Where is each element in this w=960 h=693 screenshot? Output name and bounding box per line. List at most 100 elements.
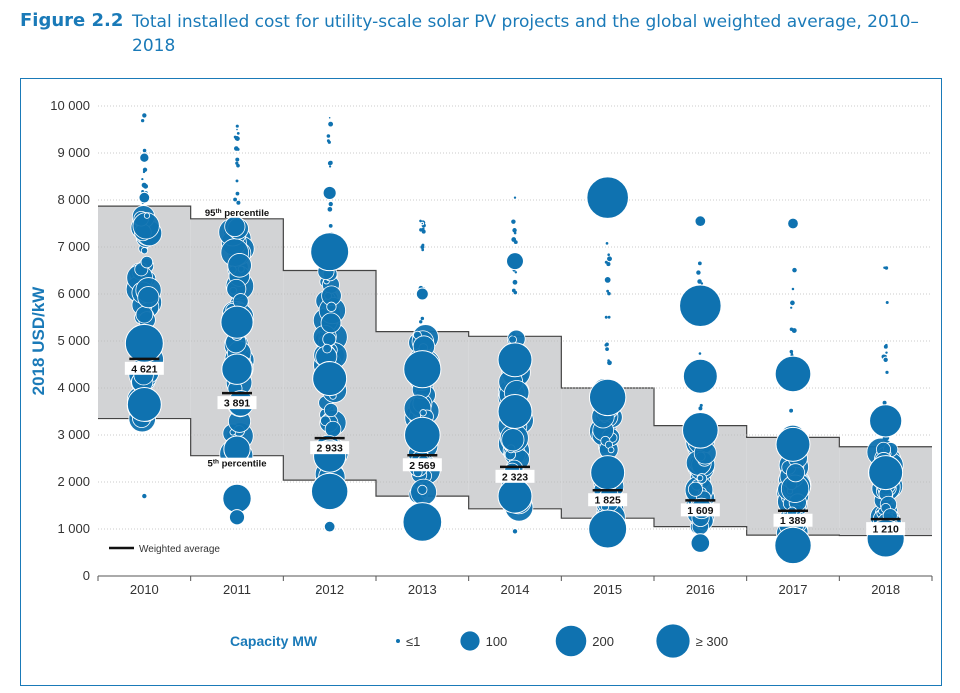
project-bubble bbox=[328, 121, 334, 127]
project-bubble bbox=[419, 320, 423, 324]
project-bubble-2018 bbox=[868, 455, 904, 491]
project-bubble-2016 bbox=[682, 412, 719, 449]
project-bubble bbox=[885, 301, 889, 305]
project-bubble-2011 bbox=[222, 483, 252, 514]
project-bubble-2017 bbox=[787, 217, 799, 230]
project-bubble-2010 bbox=[139, 152, 150, 163]
chart-frame bbox=[20, 78, 942, 686]
project-bubble bbox=[328, 223, 333, 228]
project-bubble bbox=[235, 179, 239, 183]
project-bubble-2018 bbox=[869, 404, 903, 438]
y-tick-label: 6 000 bbox=[57, 286, 90, 301]
project-bubble bbox=[607, 446, 615, 454]
project-bubble-2017 bbox=[775, 426, 811, 462]
project-bubble-2014 bbox=[497, 342, 533, 378]
project-bubble-2010 bbox=[141, 492, 148, 500]
project-bubble bbox=[607, 315, 611, 319]
project-bubble bbox=[235, 157, 240, 162]
project-bubble bbox=[227, 253, 252, 278]
y-tick-label: 2 000 bbox=[57, 474, 90, 489]
x-tick-label-2018: 2018 bbox=[871, 582, 900, 597]
project-bubble bbox=[141, 177, 144, 181]
project-bubble-2015 bbox=[588, 509, 628, 549]
project-bubble bbox=[696, 270, 701, 275]
project-bubble bbox=[326, 301, 337, 312]
project-bubble bbox=[697, 279, 702, 284]
project-bubble-2016 bbox=[679, 284, 722, 328]
project-bubble bbox=[604, 343, 608, 347]
y-tick-label: 4 000 bbox=[57, 380, 90, 395]
project-bubble bbox=[233, 197, 238, 202]
project-bubble bbox=[790, 300, 795, 306]
project-bubble bbox=[512, 279, 518, 285]
project-bubble bbox=[511, 288, 516, 293]
capacity-legend-label: ≥ 300 bbox=[696, 634, 728, 649]
project-bubble bbox=[142, 170, 146, 174]
project-bubble bbox=[607, 360, 612, 366]
project-bubble-2013 bbox=[402, 502, 443, 542]
project-bubble bbox=[143, 212, 151, 219]
project-bubble bbox=[140, 118, 145, 123]
project-bubble-2016 bbox=[690, 533, 711, 553]
project-bubble bbox=[605, 242, 609, 245]
project-bubble bbox=[604, 315, 608, 319]
weighted-average-label-bg bbox=[217, 396, 257, 410]
p5-annotation-bg bbox=[201, 457, 273, 470]
weighted-average-label-bg bbox=[495, 469, 535, 483]
project-bubble bbox=[327, 161, 332, 166]
y-tick-label: 1 000 bbox=[57, 521, 90, 536]
x-tick-label-2017: 2017 bbox=[779, 582, 808, 597]
project-bubble-2014 bbox=[497, 394, 533, 429]
project-bubble bbox=[327, 206, 333, 212]
project-bubble-2017 bbox=[774, 355, 812, 393]
weighted-average-label-2014: 2 323 bbox=[502, 471, 528, 483]
project-bubble bbox=[140, 247, 149, 255]
project-bubble bbox=[322, 343, 332, 354]
project-bubble bbox=[235, 191, 240, 196]
project-bubble-2014 bbox=[497, 478, 533, 514]
project-bubble bbox=[511, 332, 516, 336]
project-bubble bbox=[419, 409, 427, 417]
project-bubble bbox=[698, 406, 703, 411]
weighted-average-label-2016: 1 609 bbox=[687, 505, 713, 517]
project-bubble-2014 bbox=[506, 252, 524, 271]
p95-annotation-bg bbox=[193, 205, 281, 218]
project-bubble bbox=[700, 282, 704, 285]
project-bubble bbox=[236, 163, 240, 168]
project-bubble-2013 bbox=[415, 287, 429, 301]
project-bubble-2014 bbox=[511, 528, 519, 535]
project-bubble bbox=[421, 248, 425, 252]
project-bubble bbox=[420, 316, 425, 321]
legends: Weighted average Capacity MW ≤1 100 200 ≥ 300 bbox=[109, 544, 728, 658]
project-bubble bbox=[322, 332, 337, 347]
project-bubble-2013 bbox=[403, 350, 442, 389]
project-bubble bbox=[329, 165, 332, 168]
project-bubble-2014 bbox=[512, 195, 518, 200]
weighted-average-label-2011: 3 891 bbox=[224, 398, 250, 410]
project-bubble-2015 bbox=[590, 455, 626, 491]
y-tick-label: 7 000 bbox=[57, 239, 90, 254]
y-tick-label: 8 000 bbox=[57, 192, 90, 207]
project-bubble-2018 bbox=[882, 356, 889, 363]
capacity-legend-label: 100 bbox=[486, 634, 508, 649]
project-bubble bbox=[786, 463, 806, 483]
weighted-average-label-2018: 1 210 bbox=[873, 524, 899, 536]
figure-number: Figure 2.2 bbox=[20, 10, 124, 31]
figure-title: Total installed cost for utility-scale s… bbox=[132, 12, 919, 56]
weighted-average-label-bg bbox=[588, 493, 628, 507]
weighted-average-label-2015: 1 825 bbox=[595, 495, 621, 507]
weighted-average-label-2013: 2 569 bbox=[409, 460, 435, 472]
y-tick-label: 10 000 bbox=[50, 98, 90, 113]
project-bubble bbox=[326, 134, 331, 138]
project-bubble bbox=[324, 420, 342, 438]
project-bubble-2017 bbox=[774, 526, 812, 565]
weighted-average-label-2010: 4 621 bbox=[131, 363, 157, 375]
project-bubble-2011 bbox=[228, 509, 246, 526]
weighted-averages: 4 621 3 891 2 933 2 569 2 323 1 825 1 609 1 389… bbox=[124, 357, 906, 536]
project-bubble-2012 bbox=[310, 232, 350, 272]
project-bubble bbox=[236, 200, 241, 205]
axes: 0 1 000 2 000 3 000 4 000 5 000 6 000 7 000 8 00… bbox=[29, 98, 933, 597]
x-tick-label-2015: 2015 bbox=[593, 582, 622, 597]
project-bubble bbox=[327, 140, 331, 144]
